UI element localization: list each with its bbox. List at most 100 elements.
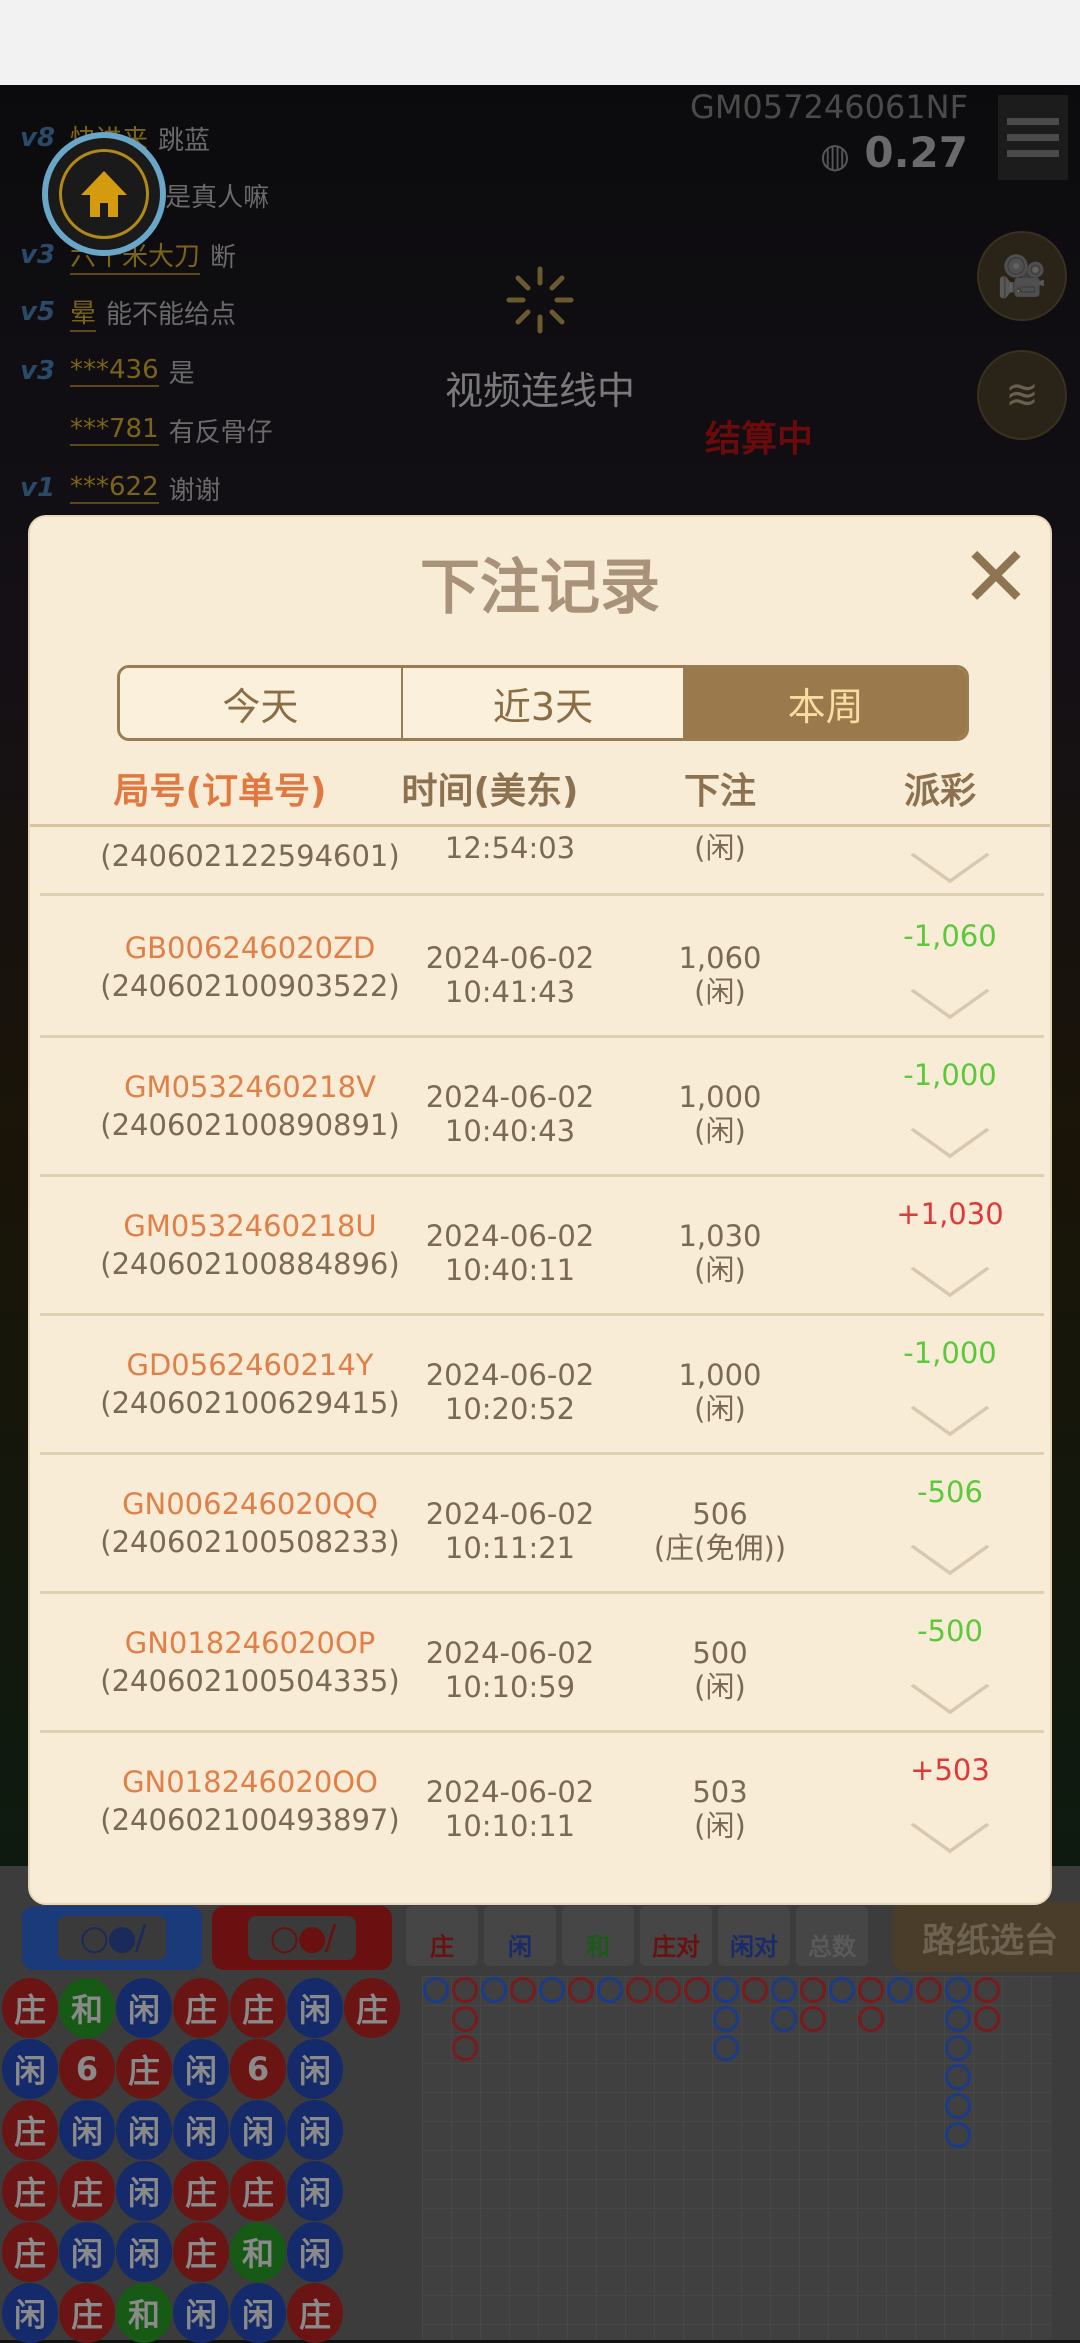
bead-player: 闲 [287, 2039, 343, 2099]
chevron-down-icon[interactable] [910, 827, 990, 884]
tab-today[interactable]: 今天 [120, 668, 403, 738]
close-button[interactable]: ✕ [956, 535, 1036, 619]
vip-level-badge: v1 [20, 473, 56, 503]
bead-banker: 庄 [2, 2222, 58, 2282]
table-row[interactable]: GN018246020OP (240602100504335) 2024-06-0… [40, 1594, 1044, 1733]
bead-player: 闲 [287, 2161, 343, 2221]
balance-value: 0.27 [864, 128, 968, 177]
big-road-player-mark [481, 1977, 507, 2003]
chat-username: ***622 [70, 472, 159, 504]
payout: +1,030 [896, 1197, 1004, 1231]
video-camera-icon: 🎥 [997, 253, 1047, 300]
chevron-down-icon[interactable] [910, 1657, 990, 1715]
bet-type: (闲) [694, 831, 746, 865]
bead-player: 闲 [2, 2283, 58, 2343]
bet-type: (闲) [694, 1809, 746, 1843]
bead-player: 闲 [230, 2283, 286, 2343]
ask-banker-button[interactable]: ○●/ [212, 1906, 392, 1970]
bead-player: 闲 [173, 2039, 229, 2099]
big-road-banker-mark [568, 1977, 594, 2003]
bet-time: 12:54:03 [444, 831, 576, 865]
bet-amount: 1,000 [678, 1358, 762, 1392]
chevron-down-icon[interactable] [910, 1101, 990, 1159]
date-range-tabs: 今天 近3天 本周 [117, 665, 969, 741]
tab-last-3-days[interactable]: 近3天 [402, 668, 686, 738]
table-row[interactable]: GM0532460218U (240602100884896) 2024-06-0… [40, 1177, 1044, 1316]
order-number: (240602100903522) [100, 969, 400, 1003]
header-time: 时间(美东) [401, 771, 579, 812]
menu-icon [1007, 118, 1059, 125]
chevron-down-icon[interactable] [910, 1379, 990, 1437]
big-road-banker-mark [684, 1977, 710, 2003]
payout: -1,000 [903, 1058, 997, 1092]
table-row[interactable]: GN006246020QQ (240602100508233) 2024-06-0… [40, 1455, 1044, 1594]
chevron-down-icon[interactable] [910, 1796, 990, 1854]
menu-button[interactable] [998, 95, 1068, 180]
big-road-player-mark [829, 1977, 855, 2003]
table-row[interactable]: GM0532460218V (240602100890891) 2024-06-0… [40, 1038, 1044, 1177]
chevron-down-icon[interactable] [910, 962, 990, 1020]
bead-banker-six: 6 [230, 2039, 286, 2099]
big-road-player-mark [771, 1977, 797, 2003]
bead-banker: 庄 [59, 2283, 115, 2343]
chat-username: 晕 [70, 293, 97, 332]
bead-banker: 庄 [2, 2161, 58, 2221]
table-row[interactable]: (240602122594601) 12:54:03 (闲) [40, 827, 1044, 896]
big-road-banker-mark [800, 2006, 826, 2032]
big-road-player-mark [945, 2035, 971, 2061]
bet-date: 2024-06-02 [425, 1080, 595, 1114]
bet-amount: 1,030 [678, 1219, 762, 1253]
home-button[interactable] [42, 132, 166, 256]
big-road-player-mark [945, 1977, 971, 2003]
bet-date: 2024-06-02 [425, 1775, 595, 1809]
table-row[interactable]: GB006246020ZD (240602100903522) 2024-06-0… [40, 899, 1044, 1038]
table-row[interactable]: GD0562460214Y (240602100629415) 2024-06-0… [40, 1316, 1044, 1455]
big-road-player-mark [945, 2122, 971, 2148]
bead-player: 闲 [59, 2222, 115, 2282]
bet-amount: 503 [692, 1775, 748, 1809]
header-round-order: 局号(订单号) [113, 771, 327, 812]
payout: -506 [917, 1475, 983, 1509]
bet-time: 10:20:52 [444, 1392, 576, 1426]
ask-player-label: ○●/ [57, 1916, 167, 1960]
big-road-banker-mark [800, 1977, 826, 2003]
header-payout: 派彩 [903, 771, 976, 812]
round-number: GD0562460214Y [126, 1348, 374, 1382]
bet-record-list[interactable]: (240602122594601) 12:54:03 (闲) GB0062460… [30, 827, 1050, 1867]
chat-text: 有反骨仔 [168, 417, 273, 448]
bead-banker: 庄 [230, 2161, 286, 2221]
vip-level-badge: v3 [20, 356, 56, 386]
bet-amount: 500 [692, 1636, 748, 1670]
ask-player-button[interactable]: ○●/ [22, 1906, 202, 1970]
round-number: GN006246020QQ [122, 1487, 378, 1521]
tab-this-week[interactable]: 本周 [685, 668, 966, 738]
table-select-button[interactable]: 路纸选台 [892, 1902, 1080, 1972]
bead-banker: 庄 [344, 1978, 400, 2038]
table-row[interactable]: GN018246020OO (240602100493897) 2024-06-0… [40, 1733, 1044, 1867]
bead-banker: 庄 [230, 1978, 286, 2038]
stat-2: 和 [562, 1906, 634, 1966]
chat-username: ***781 [70, 414, 159, 446]
big-road-player-mark [713, 2006, 739, 2032]
network-button[interactable]: ≋ [977, 350, 1067, 440]
bead-player: 闲 [59, 2100, 115, 2160]
bet-time: 10:40:43 [444, 1114, 576, 1148]
bet-amount: 506 [692, 1497, 748, 1531]
big-road-banker-mark [626, 1977, 652, 2003]
camera-switch-button[interactable]: 🎥 [977, 231, 1067, 321]
big-road-player-mark [713, 2035, 739, 2061]
bead-tie: 和 [230, 2222, 286, 2282]
big-road-player-mark [713, 1977, 739, 2003]
chevron-down-icon[interactable] [910, 1518, 990, 1576]
bet-time: 10:10:59 [444, 1670, 576, 1704]
bead-banker-six: 6 [59, 2039, 115, 2099]
big-road-banker-mark [742, 1977, 768, 2003]
order-number: (240602122594601) [100, 839, 400, 873]
bead-banker: 庄 [59, 2161, 115, 2221]
chevron-down-icon[interactable] [910, 1240, 990, 1298]
big-road-player-mark [597, 1977, 623, 2003]
bet-amount: 1,000 [678, 1080, 762, 1114]
bet-time: 10:41:43 [444, 975, 576, 1009]
